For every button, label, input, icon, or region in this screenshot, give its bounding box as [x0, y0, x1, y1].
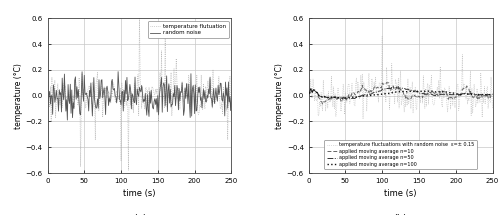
temperature fluctuations with random noise  ε=± 0.15 — [360, 117, 366, 120]
Line: applied moving average n=100: applied moving average n=100 — [308, 89, 492, 98]
applied moving average n=50 — [391, 86, 397, 89]
Text: (a): (a) — [132, 213, 146, 215]
applied moving average n=100 — [340, 97, 345, 99]
random noise — [228, 96, 234, 99]
applied moving average n=50 — [348, 97, 354, 100]
temperature flutuation — [129, 108, 135, 111]
temperature flutuation — [157, 71, 163, 74]
applied moving average n=50 — [446, 93, 452, 96]
temperature flutuation — [184, 82, 190, 85]
random noise — [170, 92, 176, 95]
applied moving average n=50 — [388, 86, 394, 89]
Line: applied moving average n=50: applied moving average n=50 — [308, 88, 492, 99]
applied moving average n=10 — [418, 95, 424, 98]
applied moving average n=100 — [391, 91, 397, 94]
applied moving average n=10 — [490, 95, 496, 97]
applied moving average n=100 — [418, 90, 424, 92]
random noise — [155, 94, 161, 97]
temperature fluctuations with random noise  ε=± 0.15 — [391, 90, 397, 92]
Line: random noise: random noise — [48, 72, 232, 120]
applied moving average n=100 — [308, 88, 314, 90]
temperature fluctuations with random noise  ε=± 0.15 — [432, 103, 438, 106]
Y-axis label: temperature (°C): temperature (°C) — [275, 63, 284, 129]
temperature fluctuations with random noise  ε=± 0.15 — [378, 87, 384, 89]
temperature fluctuations with random noise  ε=± 0.15 — [418, 92, 424, 95]
temperature fluctuations with random noise  ε=± 0.15 — [490, 108, 496, 110]
applied moving average n=50 — [490, 93, 496, 96]
applied moving average n=100 — [416, 90, 422, 92]
random noise — [64, 119, 70, 121]
temperature flutuation — [116, 101, 122, 104]
random noise — [44, 76, 51, 79]
random noise — [115, 70, 121, 73]
temperature flutuation — [136, 11, 142, 13]
applied moving average n=100 — [432, 91, 438, 93]
temperature fluctuations with random noise  ε=± 0.15 — [306, 89, 312, 92]
random noise — [130, 94, 136, 97]
applied moving average n=50 — [432, 94, 438, 97]
Legend: temperature fluctuations with random noise  ε=± 0.15, applied moving average n=1: temperature fluctuations with random noi… — [324, 140, 477, 169]
Text: (b): (b) — [394, 213, 407, 215]
temperature flutuation — [170, 85, 176, 87]
applied moving average n=10 — [320, 103, 326, 105]
applied moving average n=50 — [378, 89, 384, 92]
Legend: temperature flutuation, random noise: temperature flutuation, random noise — [148, 21, 228, 38]
Y-axis label: temperature (°C): temperature (°C) — [14, 63, 22, 129]
temperature flutuation — [126, 169, 132, 171]
applied moving average n=10 — [416, 95, 422, 98]
applied moving average n=10 — [432, 92, 438, 95]
applied moving average n=10 — [446, 98, 452, 101]
temperature fluctuations with random noise  ε=± 0.15 — [416, 92, 422, 94]
applied moving average n=100 — [379, 92, 385, 95]
Line: temperature flutuation: temperature flutuation — [48, 12, 232, 170]
applied moving average n=50 — [418, 92, 424, 95]
random noise — [157, 87, 163, 89]
Line: temperature fluctuations with random noise  ε=± 0.15: temperature fluctuations with random noi… — [308, 36, 492, 119]
applied moving average n=10 — [384, 81, 390, 84]
X-axis label: time (s): time (s) — [123, 189, 156, 198]
applied moving average n=10 — [391, 87, 397, 89]
Line: applied moving average n=10: applied moving average n=10 — [308, 83, 492, 104]
applied moving average n=100 — [306, 89, 312, 92]
X-axis label: time (s): time (s) — [384, 189, 417, 198]
applied moving average n=50 — [306, 89, 312, 92]
temperature flutuation — [44, 77, 51, 80]
random noise — [184, 91, 190, 94]
applied moving average n=10 — [306, 89, 312, 92]
applied moving average n=100 — [490, 93, 496, 96]
temperature fluctuations with random noise  ε=± 0.15 — [446, 99, 452, 102]
random noise — [118, 104, 124, 106]
applied moving average n=50 — [416, 92, 422, 94]
temperature flutuation — [228, 98, 234, 101]
applied moving average n=10 — [378, 87, 384, 89]
applied moving average n=100 — [446, 91, 452, 94]
temperature fluctuations with random noise  ε=± 0.15 — [379, 35, 385, 37]
temperature flutuation — [155, 98, 161, 100]
